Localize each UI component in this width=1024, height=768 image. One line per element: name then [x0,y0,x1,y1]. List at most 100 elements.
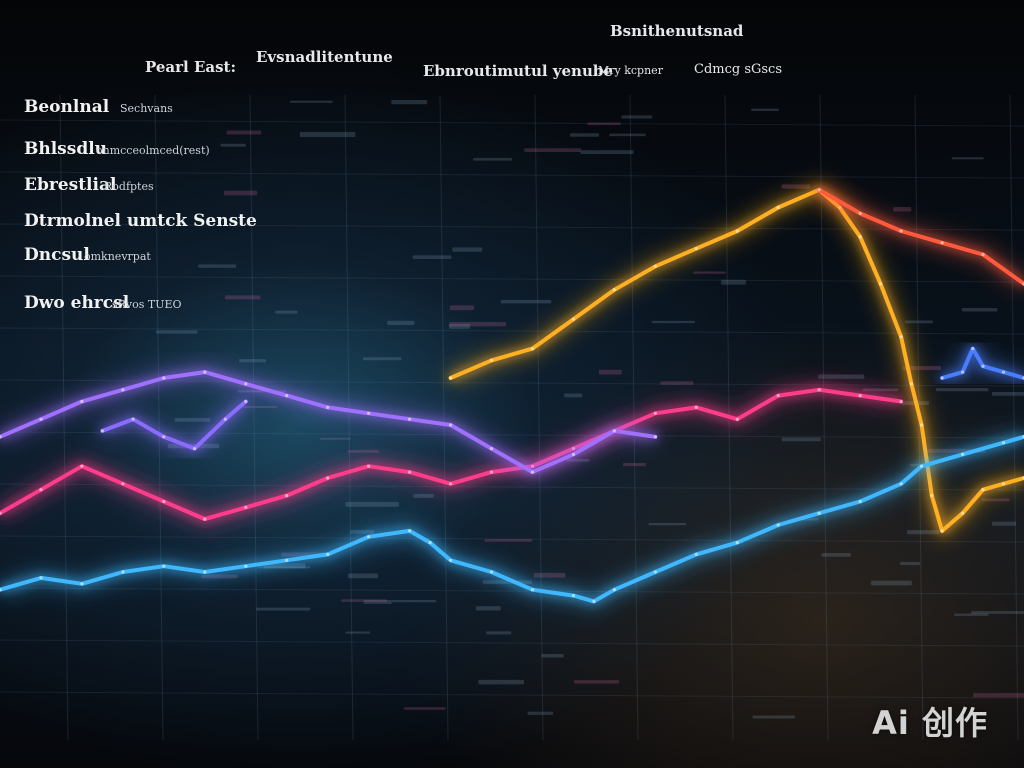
faint-annotation-mark [533,572,566,578]
right-note: Cdmcg sGscs [694,62,782,77]
faint-annotation-mark [412,255,452,260]
faint-annotation-mark [971,611,1024,614]
series-3-point-12 [449,482,453,486]
faint-annotation-mark [954,613,989,616]
faint-annotation-mark [363,600,392,604]
series-5-point-1 [100,429,104,433]
series-line-7 [940,346,1024,380]
series-6-point-14 [489,570,494,574]
grid-line-vertical [249,94,259,741]
series-3-point-6 [203,517,207,521]
series-1-point-12 [858,235,862,239]
series-6-point-17 [592,599,596,604]
subtitle-note: Mry kcpner [598,64,664,77]
faint-annotation-mark [449,321,507,327]
faint-annotation-mark [961,307,998,312]
faint-annotation-mark [721,279,746,285]
series-1-point-15 [909,382,914,386]
svg-text:omknevrpat: omknevrpat [84,250,151,263]
faint-annotation-mark [239,359,267,363]
series-4-point-4 [121,388,125,392]
faint-annotation-mark [299,132,356,137]
svg-text:Rodfptes: Rodfptes [104,180,154,193]
faint-annotation-mark [275,310,298,314]
series-1-point-21 [1001,482,1006,486]
series-6-point-9 [326,552,330,557]
series-7-point-3 [971,347,975,351]
series-glow-3 [0,381,903,528]
series-6-point-19 [653,570,658,574]
faint-annotation-mark [256,607,311,611]
row-label-4: Dtrmolnel umtck Senste [24,211,257,231]
faint-annotation-mark [951,157,984,160]
series-6-point-2 [39,576,43,580]
faint-annotation-mark [155,330,198,334]
series-4-point-5 [162,376,166,380]
grid-line-vertical [154,94,164,741]
faint-annotation-mark [991,521,1017,526]
series-4-point-12 [449,423,453,427]
faint-annotation-mark [781,437,821,442]
series-1-point-5 [612,288,617,292]
faint-annotation-mark [609,133,646,137]
series-1-point-18 [940,529,944,533]
series-3-point-20 [776,394,780,398]
faint-annotation-mark [224,190,258,196]
series-4-point-9 [326,405,330,409]
series-6-point-4 [121,570,125,574]
series-3-point-19 [735,417,739,421]
series-5-point-6 [244,399,248,404]
series-4-point-6 [203,370,207,374]
faint-annotation-mark [391,100,428,105]
series-glow-4 [0,364,657,481]
series-3-point-11 [408,470,412,474]
faint-annotation-mark [345,501,399,507]
series-1-point-19 [961,511,965,515]
series-1-point-13 [879,282,883,286]
series-3-point-4 [121,482,125,486]
series-7-point-4 [981,364,985,368]
series-6-point-27 [961,452,965,456]
faint-annotation-mark [900,561,921,566]
series-1-point-8 [735,229,739,233]
series-6-point-11 [408,529,412,533]
faint-annotation-mark [660,381,694,385]
series-4-point-17 [653,435,658,439]
faint-annotation-mark [391,600,437,603]
series-6-point-7 [244,564,248,568]
svg-text:Ebrestlial: Ebrestlial [24,175,117,195]
grid-line-horizontal [0,119,1024,127]
series-5-point-4 [193,447,197,451]
faint-annotation-mark [598,369,622,375]
series-1-point-14 [899,335,903,339]
faint-annotation-mark [871,580,912,586]
series-6-point-25 [899,482,903,486]
faint-annotation-mark [935,387,989,392]
series-3-point-18 [694,405,698,409]
faint-annotation-mark [320,437,351,440]
row-label-2: Bhlssdlu onmcceolmced(rest) [24,139,210,159]
faint-annotation-mark [449,305,475,311]
series-3-point-5 [162,499,166,504]
series-line-1 [448,187,1024,533]
series-4-point-15 [571,452,576,456]
row-label-3: Ebrestlial Rodfptes [24,175,154,195]
svg-text:Bhlssdlu: Bhlssdlu [24,139,107,159]
series-3-point-1 [0,511,2,515]
series-3-point-17 [653,411,658,415]
faint-annotation-mark [226,130,262,135]
faint-annotation-mark [818,374,865,379]
series-3-point-10 [367,464,371,468]
faint-annotation-mark [452,247,483,252]
faint-annotation-mark [905,320,933,324]
faint-annotation-mark [347,450,379,453]
series-1-point-4 [571,317,576,321]
faint-annotation-mark [651,320,695,324]
faint-annotation-mark [821,552,851,557]
faint-annotation-mark [289,100,333,103]
grid-line-vertical [1009,94,1019,741]
series-3-point-8 [285,494,289,498]
faint-annotation-mark [448,324,471,329]
faint-annotation-mark [478,679,524,685]
grid-line-horizontal [0,483,1024,491]
